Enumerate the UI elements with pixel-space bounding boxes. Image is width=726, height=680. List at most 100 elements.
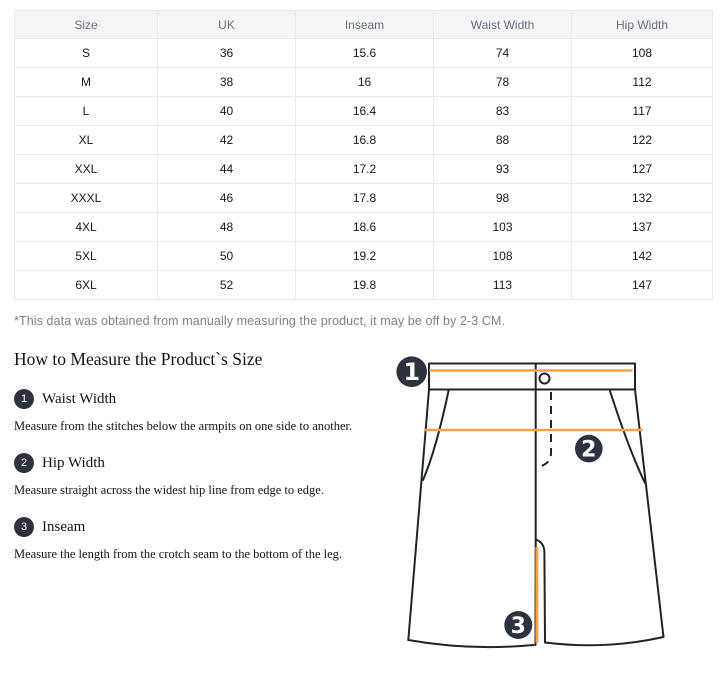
table-cell: XXL <box>14 154 158 184</box>
left-pocket-seam <box>422 390 450 481</box>
measure-item-description: Measure straight across the widest hip l… <box>14 483 324 497</box>
marker-3-badge: 3 <box>504 611 533 639</box>
table-cell: 44 <box>157 154 296 184</box>
how-to-measure-section: How to Measure the Product`s Size 1 Waist… <box>14 349 394 562</box>
marker-2-badge: 2 <box>575 434 603 463</box>
measure-item-inseam: 3 Inseam Measure the length from the crotc… <box>14 517 394 562</box>
table-cell: 98 <box>433 183 572 213</box>
step-number-badge: 3 <box>14 517 34 537</box>
table-row: 6XL 52 19.8 113 147 <box>14 270 713 300</box>
table-cell: 42 <box>157 125 296 155</box>
table-cell: 48 <box>157 212 296 242</box>
table-cell: 15.6 <box>295 38 434 68</box>
measure-item-label: Inseam <box>42 518 86 535</box>
table-header-row: Size UK Inseam Waist Width Hip Width <box>14 10 713 39</box>
measure-item-label: Waist Width <box>42 390 117 407</box>
step-number-badge: 1 <box>14 389 34 409</box>
table-row: 5XL 50 19.2 108 142 <box>14 241 713 271</box>
table-cell: 88 <box>433 125 572 155</box>
table-row: S 36 15.6 74 108 <box>14 38 713 68</box>
fly-dashed-seam <box>537 392 552 468</box>
measure-item-header: 3 Inseam <box>14 517 394 537</box>
marker-2-number: 2 <box>581 438 596 463</box>
marker-1-badge: 1 <box>396 356 427 387</box>
table-cell: 46 <box>157 183 296 213</box>
size-table-header: Size UK Inseam Waist Width Hip Width <box>14 10 713 39</box>
measure-item-waist-width: 1 Waist Width Measure from the stitches be… <box>14 389 394 434</box>
table-cell: 93 <box>433 154 572 184</box>
shorts-measurement-diagram: 1 2 3 <box>396 356 665 649</box>
table-row: M 38 16 78 112 <box>14 67 713 97</box>
left-leg-hem <box>407 639 535 649</box>
measure-item-hip-width: 2 Hip Width Measure straight across the wi… <box>14 453 394 498</box>
table-cell: 74 <box>433 38 572 68</box>
table-cell: 50 <box>157 241 296 271</box>
table-cell: 36 <box>157 38 296 68</box>
step-number-badge: 2 <box>14 453 34 473</box>
table-cell: 147 <box>571 270 713 300</box>
marker-3-number: 3 <box>511 614 526 639</box>
table-cell: 16.8 <box>295 125 434 155</box>
measure-item-header: 1 Waist Width <box>14 389 394 409</box>
waistband-button-icon <box>538 372 551 385</box>
size-table-body: S 36 15.6 74 108 M 38 16 78 112 L 40 16.4 83 117 XL 42 16… <box>14 38 713 300</box>
table-cell: 117 <box>571 96 713 126</box>
table-cell: M <box>14 67 158 97</box>
table-cell: XL <box>14 125 158 155</box>
table-cell: 112 <box>571 67 713 97</box>
table-cell: 18.6 <box>295 212 434 242</box>
table-row: XL 42 16.8 88 122 <box>14 125 713 155</box>
table-cell: 108 <box>433 241 572 271</box>
table-cell: 4XL <box>14 212 158 242</box>
table-cell: 19.2 <box>295 241 434 271</box>
table-cell: 132 <box>571 183 713 213</box>
table-cell: 78 <box>433 67 572 97</box>
column-header-uk: UK <box>157 10 296 39</box>
table-cell: 113 <box>433 270 572 300</box>
table-cell: 16 <box>295 67 434 97</box>
measure-item-description: Measure the length from the crotch seam … <box>14 547 343 561</box>
table-cell: 17.2 <box>295 154 434 184</box>
table-cell: 38 <box>157 67 296 97</box>
table-cell: 19.8 <box>295 270 434 300</box>
table-cell: 127 <box>571 154 713 184</box>
measure-item-label: Hip Width <box>42 454 105 471</box>
table-cell: 137 <box>571 212 713 242</box>
table-cell: 5XL <box>14 241 158 271</box>
table-cell: XXXL <box>14 183 158 213</box>
column-header-waist-width: Waist Width <box>433 10 572 39</box>
table-row: 4XL 48 18.6 103 137 <box>14 212 713 242</box>
table-cell: L <box>14 96 158 126</box>
right-leg-inner-seam <box>535 538 546 644</box>
table-cell: 6XL <box>14 270 158 300</box>
table-cell: 122 <box>571 125 713 155</box>
right-outer-seam <box>634 388 665 638</box>
measure-item-description: Measure from the stitches below the armp… <box>14 419 353 433</box>
table-cell: 142 <box>571 241 713 271</box>
table-cell: 52 <box>157 270 296 300</box>
column-header-inseam: Inseam <box>295 10 434 39</box>
table-cell: 103 <box>433 212 572 242</box>
waistband-outline <box>428 362 636 391</box>
table-cell: 83 <box>433 96 572 126</box>
table-row: L 40 16.4 83 117 <box>14 96 713 126</box>
table-row: XXL 44 17.2 93 127 <box>14 154 713 184</box>
measurement-disclaimer-note: *This data was obtained from manually me… <box>14 314 506 328</box>
size-table: Size UK Inseam Waist Width Hip Width S 36… <box>14 10 713 300</box>
table-cell: 16.4 <box>295 96 434 126</box>
measure-item-header: 2 Hip Width <box>14 453 394 473</box>
table-row: XXXL 46 17.8 98 132 <box>14 183 713 213</box>
right-pocket-seam <box>609 390 646 484</box>
right-leg-hem <box>544 636 665 647</box>
table-cell: S <box>14 38 158 68</box>
table-cell: 40 <box>157 96 296 126</box>
left-outer-seam <box>407 388 430 641</box>
how-to-measure-heading: How to Measure the Product`s Size <box>14 349 263 369</box>
table-cell: 17.8 <box>295 183 434 213</box>
table-cell: 108 <box>571 38 713 68</box>
marker-1-number: 1 <box>403 358 420 386</box>
measure-items: 1 Waist Width Measure from the stitches be… <box>14 389 394 562</box>
column-header-hip-width: Hip Width <box>571 10 713 39</box>
column-header-size: Size <box>14 10 158 39</box>
